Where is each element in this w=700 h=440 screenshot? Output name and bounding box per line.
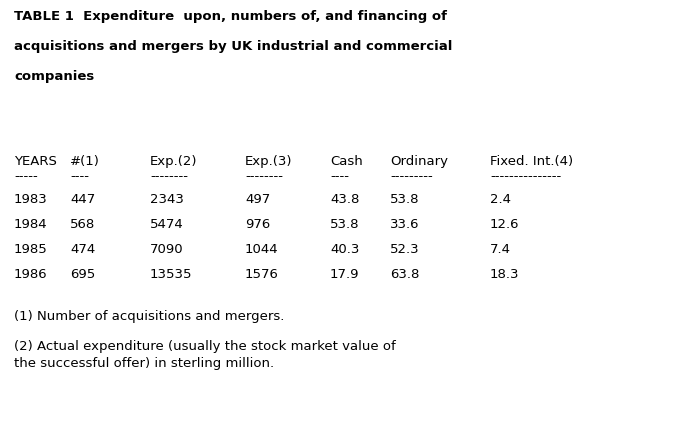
- Text: 1984: 1984: [14, 218, 48, 231]
- Text: -----: -----: [14, 170, 38, 183]
- Text: 1983: 1983: [14, 193, 48, 206]
- Text: 1986: 1986: [14, 268, 48, 281]
- Text: Cash: Cash: [330, 155, 363, 168]
- Text: 17.9: 17.9: [330, 268, 360, 281]
- Text: 497: 497: [245, 193, 270, 206]
- Text: 40.3: 40.3: [330, 243, 359, 256]
- Text: 53.8: 53.8: [330, 218, 360, 231]
- Text: Exp.(2): Exp.(2): [150, 155, 197, 168]
- Text: Fixed. Int.(4): Fixed. Int.(4): [490, 155, 573, 168]
- Text: (2) Actual expenditure (usually the stock market value of: (2) Actual expenditure (usually the stoc…: [14, 340, 395, 353]
- Text: 7.4: 7.4: [490, 243, 511, 256]
- Text: acquisitions and mergers by UK industrial and commercial: acquisitions and mergers by UK industria…: [14, 40, 452, 53]
- Text: ---------------: ---------------: [490, 170, 561, 183]
- Text: 43.8: 43.8: [330, 193, 359, 206]
- Text: 12.6: 12.6: [490, 218, 519, 231]
- Text: 1576: 1576: [245, 268, 279, 281]
- Text: 695: 695: [70, 268, 95, 281]
- Text: 18.3: 18.3: [490, 268, 519, 281]
- Text: 447: 447: [70, 193, 95, 206]
- Text: (1) Number of acquisitions and mergers.: (1) Number of acquisitions and mergers.: [14, 310, 284, 323]
- Text: 568: 568: [70, 218, 95, 231]
- Text: 5474: 5474: [150, 218, 183, 231]
- Text: 53.8: 53.8: [390, 193, 419, 206]
- Text: 2343: 2343: [150, 193, 184, 206]
- Text: 2.4: 2.4: [490, 193, 511, 206]
- Text: Ordinary: Ordinary: [390, 155, 448, 168]
- Text: YEARS: YEARS: [14, 155, 57, 168]
- Text: ----: ----: [70, 170, 89, 183]
- Text: 976: 976: [245, 218, 270, 231]
- Text: TABLE 1  Expenditure  upon, numbers of, and financing of: TABLE 1 Expenditure upon, numbers of, an…: [14, 10, 447, 23]
- Text: --------: --------: [245, 170, 283, 183]
- Text: 33.6: 33.6: [390, 218, 419, 231]
- Text: ----: ----: [330, 170, 349, 183]
- Text: 52.3: 52.3: [390, 243, 419, 256]
- Text: 1044: 1044: [245, 243, 279, 256]
- Text: ---------: ---------: [390, 170, 433, 183]
- Text: Exp.(3): Exp.(3): [245, 155, 293, 168]
- Text: 13535: 13535: [150, 268, 192, 281]
- Text: 1985: 1985: [14, 243, 48, 256]
- Text: --------: --------: [150, 170, 188, 183]
- Text: the successful offer) in sterling million.: the successful offer) in sterling millio…: [14, 357, 274, 370]
- Text: companies: companies: [14, 70, 94, 83]
- Text: #(1): #(1): [70, 155, 100, 168]
- Text: 7090: 7090: [150, 243, 183, 256]
- Text: 63.8: 63.8: [390, 268, 419, 281]
- Text: 474: 474: [70, 243, 95, 256]
